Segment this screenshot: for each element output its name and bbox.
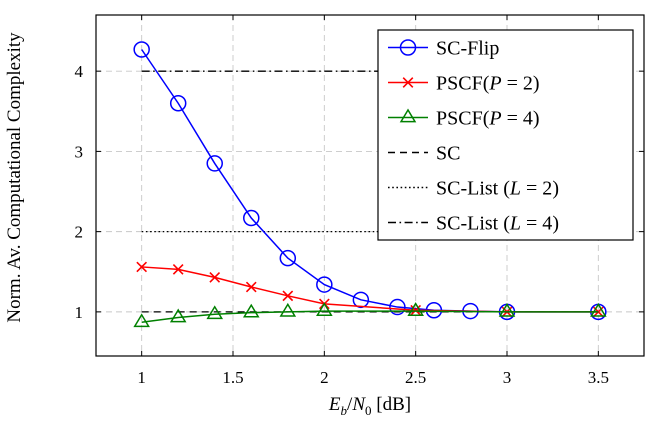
- legend-label: PSCF(P = 4): [436, 108, 540, 130]
- series-pscf-p-4: [133, 302, 607, 328]
- legend-entry-sc-flip: SC-Flip: [388, 38, 499, 60]
- legend-marker: [399, 39, 417, 56]
- legend-marker: [399, 108, 417, 123]
- legend: SC-Flip PSCF(P = 2) PSCF(P = 4) SC SC-List (…: [377, 29, 634, 241]
- data-point: [279, 249, 297, 267]
- x-axis-label-unit: [dB]: [372, 394, 412, 415]
- x-axis-label-e: E: [328, 394, 341, 415]
- x-tick-label: 1: [137, 368, 146, 387]
- data-point: [133, 41, 150, 58]
- x-tick-label: 1.5: [222, 368, 243, 387]
- data-point: [498, 302, 516, 317]
- series-pscf-p-2: [136, 261, 604, 318]
- legend-label: PSCF(P = 2): [436, 73, 540, 95]
- data-point: [206, 155, 223, 172]
- y-tick-label: 4: [75, 62, 84, 81]
- legend-marker: [402, 77, 414, 88]
- x-tick-label: 3.5: [588, 368, 609, 387]
- y-tick-label: 3: [75, 142, 84, 161]
- data-point: [243, 209, 260, 227]
- legend-label: SC-List (L = 4): [436, 213, 559, 235]
- x-tick-label: 2: [320, 368, 329, 387]
- data-series: [133, 41, 607, 328]
- legend-label: SC: [436, 143, 460, 165]
- x-axis-label-slash: /: [347, 394, 353, 415]
- data-point: [206, 305, 224, 320]
- plot-frame: [95, 14, 645, 357]
- legend-label: SC-List (L = 2): [436, 178, 559, 200]
- data-point: [242, 303, 260, 318]
- data-point: [172, 263, 184, 275]
- data-point: [133, 313, 150, 328]
- data-point: [410, 304, 422, 316]
- legend-entry-pscf-p-2: PSCF(P = 2): [388, 73, 540, 95]
- data-point: [352, 291, 370, 309]
- data-point: [169, 308, 187, 323]
- data-point: [407, 302, 424, 316]
- data-point: [136, 261, 148, 273]
- x-axis-label-b: b: [341, 403, 348, 418]
- x-axis-label-n: N: [351, 394, 366, 415]
- data-point: [245, 281, 257, 293]
- data-point: [282, 290, 294, 302]
- y-axis-label: Norm. Av. Computational Complexity: [4, 32, 25, 323]
- x-axis-label-zero: 0: [365, 403, 372, 418]
- data-point: [389, 298, 406, 316]
- legend-entry-sc: SC: [388, 143, 460, 165]
- data-point: [209, 272, 221, 283]
- x-tick-label: 2.5: [405, 368, 426, 387]
- legend-label: SC-Flip: [436, 38, 499, 60]
- legend-entry-pscf-p-4: PSCF(P = 4): [388, 108, 540, 130]
- y-tick-label: 1: [75, 303, 84, 322]
- x-axis-label: Eb/N0 [dB]: [328, 394, 411, 418]
- legend-entry-sc-list-l-4: SC-List (L = 4): [388, 213, 559, 235]
- y-tick-label: 2: [75, 223, 84, 242]
- data-point: [316, 302, 333, 316]
- x-tick-label: 3: [503, 368, 512, 387]
- data-point: [169, 95, 187, 112]
- series-line: [141, 310, 599, 324]
- legend-entry-sc-list-l-2: SC-List (L = 2): [388, 178, 559, 200]
- data-point: [590, 302, 607, 317]
- legend-box: [377, 29, 634, 241]
- data-point: [316, 276, 333, 293]
- axis-ticks: 1 1.5 2 2.5 3 3.5 1 2 3 4: [75, 15, 644, 387]
- data-point: [279, 302, 297, 317]
